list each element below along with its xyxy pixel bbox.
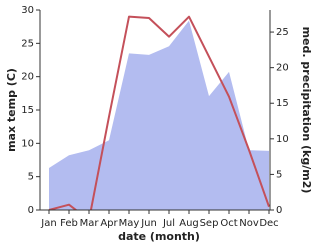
- x-tick-label: Apr: [100, 218, 118, 229]
- x-tick-label: Sep: [200, 218, 219, 229]
- x-tick-label: Jan: [40, 218, 56, 229]
- precipitation-area: [49, 20, 269, 210]
- x-tick-label: May: [119, 218, 140, 229]
- x-axis-label: date (month): [118, 230, 200, 243]
- y2-tick-label: 5: [276, 169, 282, 180]
- x-tick-label: Dec: [259, 218, 278, 229]
- x-tick-label: Nov: [239, 218, 259, 229]
- x-tick-label: Mar: [80, 218, 100, 229]
- y-tick-label: 15: [21, 105, 34, 116]
- y-tick-label: 5: [28, 172, 34, 183]
- y-tick-label: 10: [21, 138, 34, 149]
- y2-tick-label: 20: [276, 63, 289, 74]
- x-tick-label: Jul: [162, 218, 175, 229]
- x-tick-label: Aug: [179, 218, 199, 229]
- x-tick-label: Jun: [140, 218, 157, 229]
- y2-tick-label: 25: [276, 27, 289, 38]
- y-tick-label: 0: [28, 205, 34, 216]
- temp-line: [48, 15, 270, 210]
- y2-tick-label: 0: [276, 205, 282, 216]
- y2-tick-label: 15: [276, 98, 289, 109]
- y-tick-label: 20: [21, 72, 34, 83]
- y2-tick-label: 10: [276, 134, 289, 145]
- x-tick-label: Feb: [60, 218, 78, 229]
- y-tick-label: 30: [21, 5, 34, 16]
- y-tick-label: 25: [21, 38, 34, 49]
- y2-axis-label: med. precipitation (kg/m2): [300, 27, 313, 194]
- x-tick-label: Oct: [220, 218, 237, 229]
- y-axis-label: max temp (C): [5, 68, 18, 152]
